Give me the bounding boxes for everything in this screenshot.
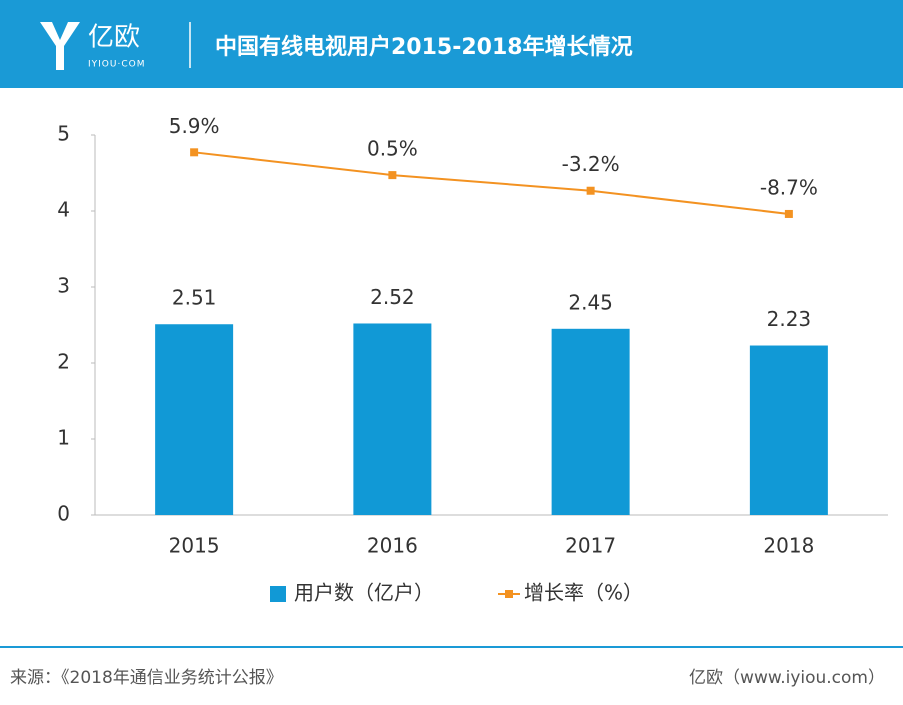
legend-marker	[505, 590, 513, 598]
value-label: -3.2%	[562, 152, 620, 176]
y-tick-label: 3	[57, 274, 70, 298]
bar	[551, 328, 630, 515]
legend-label: 用户数（亿户）	[294, 581, 434, 605]
chart-title: 中国有线电视用户2015-2018年增长情况	[215, 34, 633, 60]
value-label: -8.7%	[760, 175, 818, 199]
value-label: 2.52	[370, 285, 415, 309]
value-label: 2.45	[568, 290, 613, 314]
x-tick-label: 2018	[763, 534, 814, 558]
y-tick-label: 5	[57, 122, 70, 146]
y-tick-label: 1	[57, 426, 70, 450]
marker	[784, 209, 793, 218]
bar	[155, 324, 234, 515]
marker	[388, 171, 397, 180]
marker	[190, 148, 199, 157]
value-label: 2.51	[172, 286, 217, 310]
x-tick-label: 2017	[565, 534, 616, 558]
legend-swatch	[270, 586, 286, 602]
y-tick-label: 2	[57, 350, 70, 374]
x-tick-label: 2016	[367, 534, 418, 558]
logo-sub: IYIOU·COM	[88, 60, 145, 70]
marker	[586, 186, 595, 195]
y-tick-label: 0	[57, 502, 70, 526]
bar	[749, 345, 828, 515]
source: 来源：《2018年通信业务统计公报》	[10, 668, 283, 688]
header-bar	[0, 0, 903, 88]
legend-label: 增长率（%）	[524, 581, 643, 605]
value-label: 5.9%	[169, 114, 220, 138]
x-tick-label: 2015	[169, 534, 220, 558]
y-tick-label: 4	[57, 198, 70, 222]
bar	[353, 323, 432, 515]
line	[194, 151, 789, 215]
logo-mark	[40, 22, 80, 70]
value-label: 0.5%	[367, 137, 418, 161]
value-label: 2.23	[767, 307, 812, 331]
logo-text: 亿欧	[88, 23, 140, 53]
credit: 亿欧（www.iyiou.com）	[689, 668, 885, 688]
